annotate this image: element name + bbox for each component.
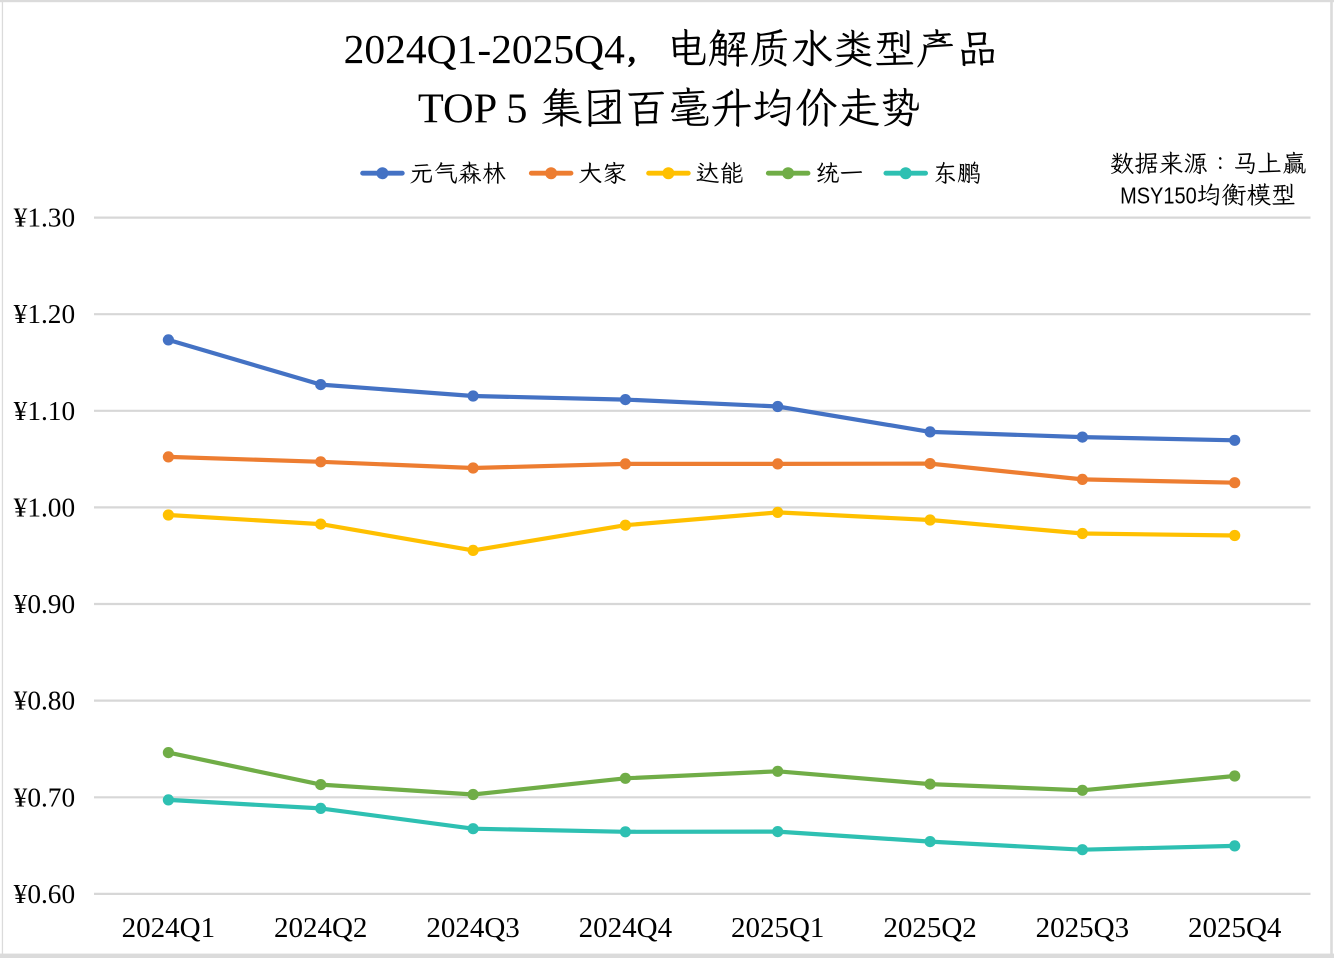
svg-text:¥0.90: ¥0.90 [14,589,75,619]
svg-text:2024Q2: 2024Q2 [274,912,367,944]
svg-text:¥1.10: ¥1.10 [14,396,75,426]
svg-text:¥1.20: ¥1.20 [14,299,75,329]
svg-text:2025Q2: 2025Q2 [883,912,976,944]
svg-text:TOP 5: TOP 5 [418,86,528,133]
svg-text:2025Q1: 2025Q1 [731,912,824,944]
svg-text:¥0.60: ¥0.60 [14,879,75,909]
svg-text:2024Q1-2025Q4: 2024Q1-2025Q4 [344,26,626,72]
svg-text:MSY150: MSY150 [1120,182,1197,208]
svg-text:2025Q3: 2025Q3 [1036,912,1129,944]
svg-text:¥0.70: ¥0.70 [14,782,75,812]
svg-text:¥1.00: ¥1.00 [14,492,75,522]
svg-text:¥0.80: ¥0.80 [14,686,75,716]
svg-text:2024Q4: 2024Q4 [579,912,673,944]
svg-text:2024Q3: 2024Q3 [426,912,519,944]
svg-text:2024Q1: 2024Q1 [122,912,215,944]
svg-text:¥1.30: ¥1.30 [14,203,75,233]
svg-text:2025Q4: 2025Q4 [1188,912,1282,944]
